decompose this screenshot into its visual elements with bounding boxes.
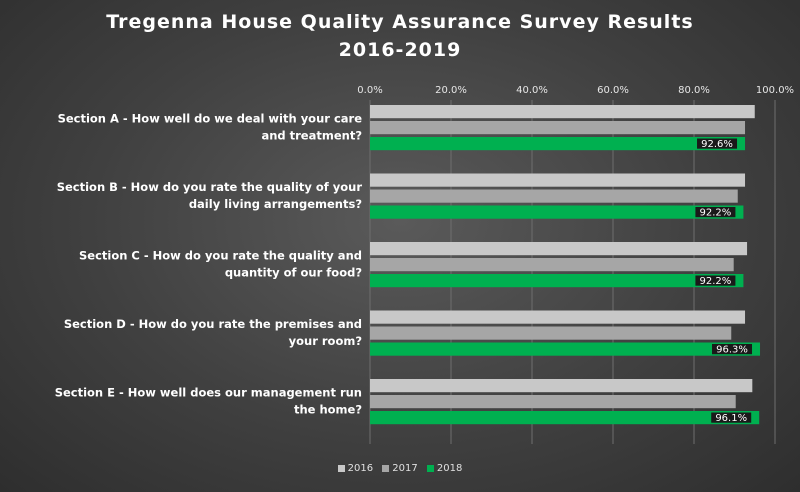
bar-2017 — [370, 395, 736, 409]
category-label: Section A - How well do we deal with you… — [58, 112, 363, 126]
data-label: 92.2% — [700, 208, 732, 219]
bar-2017 — [370, 326, 732, 340]
x-tick-label: 20.0% — [435, 85, 467, 96]
bar-2016 — [370, 173, 746, 187]
category-label: Section E - How well does our management… — [55, 386, 362, 400]
data-label: 96.3% — [716, 345, 748, 356]
category-label: daily living arrangements? — [189, 197, 362, 211]
data-label-box — [695, 275, 736, 286]
legend-swatch-2016 — [337, 465, 345, 472]
category-label: Section B - How do you rate the quality … — [57, 180, 363, 194]
x-tick-label: 60.0% — [597, 85, 629, 96]
x-tick-label: 0.0% — [357, 85, 382, 96]
chart-legend: 2016 2017 2018 — [0, 463, 800, 475]
bar-2016 — [370, 105, 755, 119]
data-label-box — [711, 412, 752, 423]
legend-swatch-2018 — [426, 465, 434, 472]
bar-2017 — [370, 258, 734, 272]
category-label: and treatment? — [261, 129, 362, 143]
data-label-box — [695, 207, 736, 218]
legend-item-2017: 2017 — [382, 463, 418, 474]
bar-2018 — [370, 137, 746, 151]
bar-2018 — [370, 205, 744, 219]
legend-label-2018: 2018 — [436, 463, 463, 474]
x-tick-label: 80.0% — [678, 85, 710, 96]
data-label: 92.6% — [701, 139, 733, 150]
bar-2016 — [370, 379, 753, 393]
chart-title: Tregenna House Quality Assurance Survey … — [0, 8, 800, 64]
bar-2017 — [370, 189, 738, 203]
category-label: Section C - How do you rate the quality … — [79, 249, 362, 263]
category-label: Section D - How do you rate the premises… — [64, 317, 362, 331]
chart-title-line-2: 2016-2019 — [338, 39, 462, 61]
category-label: your room? — [289, 334, 362, 348]
bar-2018 — [370, 274, 744, 288]
chart-title-line-1: Tregenna House Quality Assurance Survey … — [106, 11, 694, 33]
category-label: quantity of our food? — [225, 266, 362, 280]
legend-label-2016: 2016 — [347, 463, 374, 474]
bar-2016 — [370, 310, 746, 324]
legend-swatch-2017 — [382, 465, 390, 472]
legend-item-2016: 2016 — [337, 463, 374, 474]
data-label: 96.1% — [715, 413, 747, 424]
bar-2017 — [370, 121, 746, 135]
data-label-box — [697, 138, 738, 149]
legend-label-2017: 2017 — [392, 463, 418, 474]
x-tick-label: 40.0% — [516, 85, 548, 96]
bar-2018 — [370, 342, 761, 356]
data-label-box — [712, 344, 753, 355]
bar-2016 — [370, 242, 748, 256]
legend-item-2018: 2018 — [426, 463, 463, 474]
bar-2018 — [370, 411, 760, 425]
data-label: 92.2% — [700, 276, 732, 287]
x-tick-label: 100.0% — [756, 85, 794, 96]
category-label: the home? — [294, 403, 362, 417]
